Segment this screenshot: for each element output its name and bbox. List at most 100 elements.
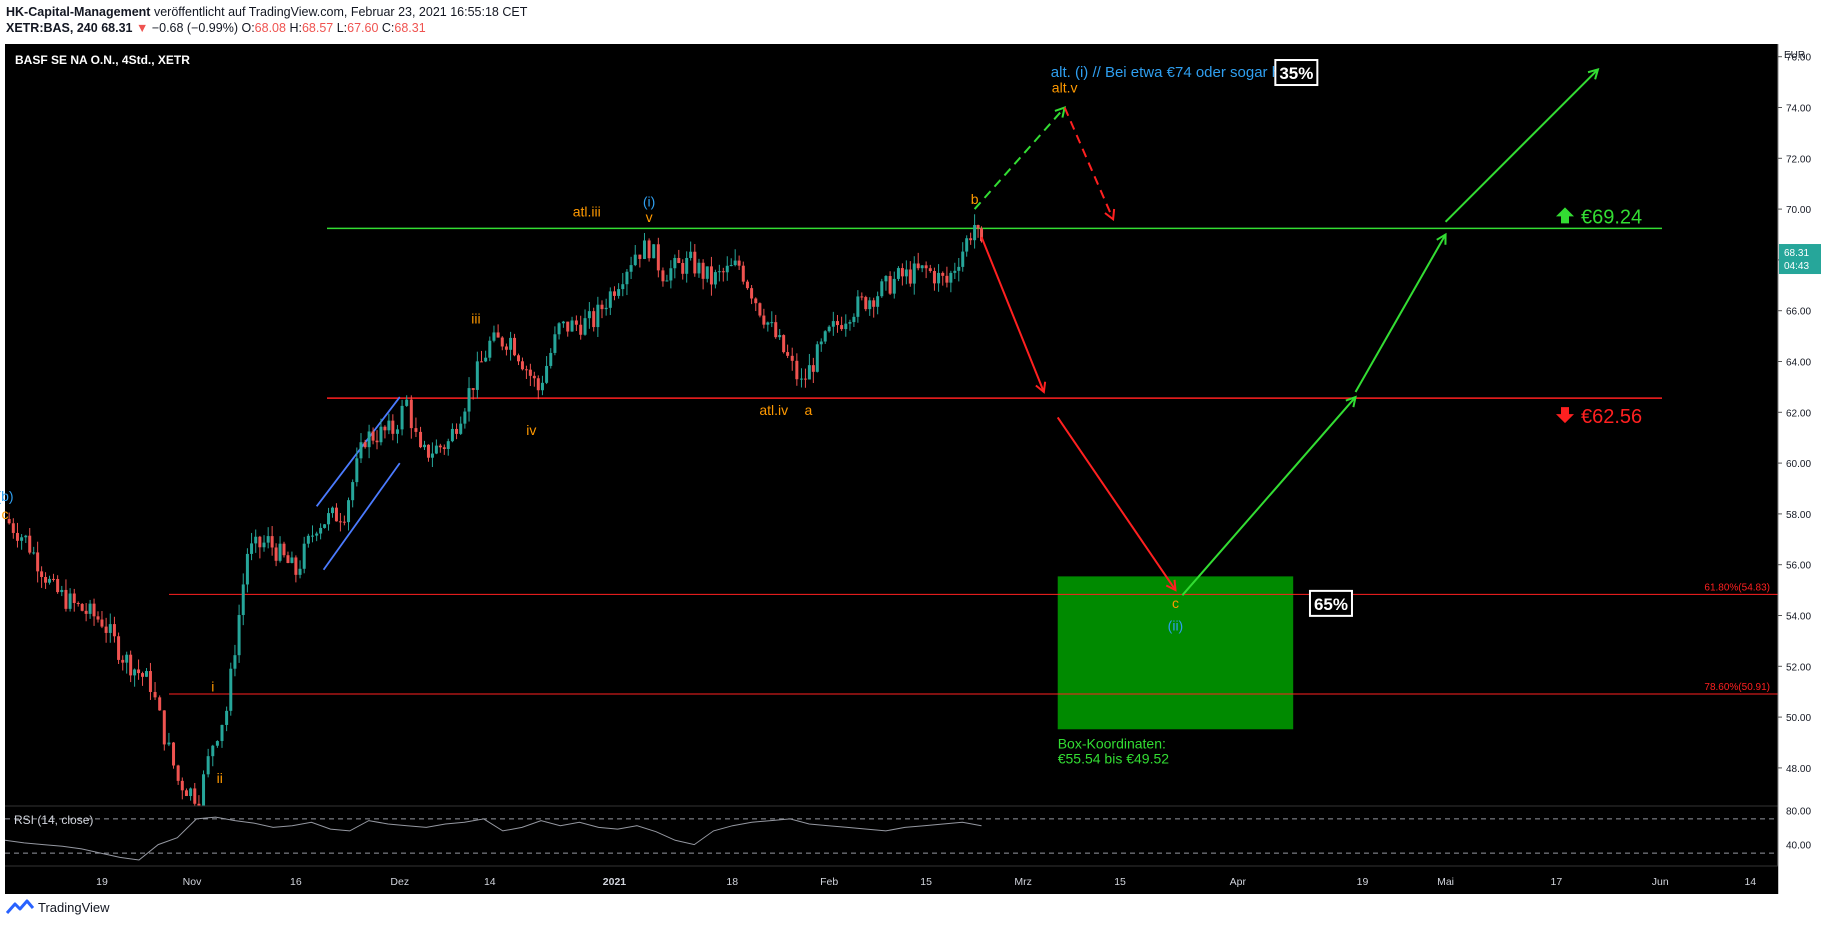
candle-body <box>807 365 811 380</box>
candle-body <box>64 589 68 609</box>
high-label: H: <box>289 21 302 35</box>
wave-label: (ii) <box>1168 618 1184 634</box>
x-tick-label: 16 <box>290 876 302 888</box>
candle-body <box>770 322 774 324</box>
close-value: 68.31 <box>394 21 426 35</box>
candle-body <box>153 691 157 698</box>
candle-body <box>11 523 15 533</box>
change-value: −0.68 (−0.99%) <box>151 21 238 35</box>
candle-body <box>884 276 888 282</box>
candle-body <box>137 669 141 674</box>
candle-body <box>693 251 697 274</box>
candle-body <box>409 399 413 429</box>
candle-body <box>133 669 137 676</box>
candle-body <box>852 316 856 323</box>
candle-body <box>492 332 496 341</box>
candle-body <box>450 428 454 442</box>
chart-header: HK-Capital-Management veröffentlicht auf… <box>6 4 527 36</box>
candle-body <box>536 378 540 391</box>
candle-body <box>206 756 210 775</box>
annotation-text: alt. (i) // Bei etwa €74 oder sogar höhe… <box>1051 64 1310 81</box>
x-tick-label: 14 <box>484 876 496 888</box>
candle-body <box>976 225 980 229</box>
candle-body <box>68 593 72 609</box>
wave-label: atl.iii <box>573 204 601 220</box>
publisher-line: HK-Capital-Management veröffentlicht auf… <box>6 4 527 20</box>
candle-body <box>92 603 96 617</box>
x-tick-label: 17 <box>1551 876 1563 888</box>
candle-body <box>496 332 500 338</box>
candle-body <box>88 603 92 614</box>
candle-body <box>245 553 249 585</box>
candle-body <box>957 266 961 271</box>
candle-body <box>327 513 331 525</box>
candle-body <box>717 271 721 273</box>
candle-body <box>937 272 941 284</box>
chart-canvas[interactable]: Box-Koordinaten:€55.54 bis €49.52 €69.24… <box>0 0 1828 900</box>
publisher-name[interactable]: HK-Capital-Management <box>6 5 151 19</box>
arrows-group <box>973 69 1598 596</box>
arrow-down-icon <box>1556 407 1574 424</box>
rsi-line <box>4 816 982 861</box>
channel-group <box>315 396 401 571</box>
x-tick-label: Nov <box>183 876 202 888</box>
wave-label: (i) <box>643 194 655 210</box>
wave-label: c <box>2 506 9 522</box>
candle-body <box>141 673 145 677</box>
candle-body <box>621 284 625 290</box>
y-tick-label: 48.00 <box>1786 764 1811 775</box>
candle-body <box>383 426 387 431</box>
candle-body <box>24 535 28 538</box>
tradingview-logo-icon <box>6 899 34 914</box>
candle-body <box>400 405 404 430</box>
candle-body <box>262 542 266 548</box>
last-price-badge <box>1779 244 1821 275</box>
candle-body <box>709 266 713 285</box>
candle-body <box>467 388 471 412</box>
candle-body <box>932 271 936 284</box>
candle-body <box>80 604 84 611</box>
x-tick-label: 15 <box>920 876 932 888</box>
candle-body <box>278 543 282 561</box>
candle-body <box>509 337 513 350</box>
candle-body <box>395 429 399 434</box>
candle-body <box>96 616 100 620</box>
labels-group: (b)ciiiiiiivatl.iii(i)vatl.ivabalt.vc(ii… <box>0 59 1353 786</box>
y-tick-label: 56.00 <box>1786 561 1811 572</box>
y-tick-label: 66.00 <box>1786 307 1811 318</box>
candle-body <box>916 263 920 269</box>
candle-body <box>258 536 262 548</box>
candle-body <box>697 262 701 274</box>
candle-body <box>363 442 367 448</box>
candle-body <box>211 745 215 757</box>
candle-body <box>892 278 896 294</box>
candle-body <box>880 281 884 297</box>
wave-label: i <box>211 679 214 695</box>
candle-body <box>32 552 36 554</box>
target-box <box>1057 576 1294 730</box>
candle-body <box>430 453 434 458</box>
candle-body <box>347 500 351 523</box>
forecast-arrow <box>1056 416 1176 590</box>
candle-body <box>823 331 827 342</box>
candle-body <box>540 382 544 391</box>
candle-body <box>980 228 984 242</box>
candle-body <box>729 265 733 267</box>
candle-body <box>904 269 908 277</box>
candle-body <box>282 543 286 556</box>
candle-body <box>215 741 219 746</box>
symbol-label[interactable]: XETR:BAS, 240 <box>6 21 98 35</box>
y-tick-label: 60.00 <box>1786 459 1811 470</box>
candle-body <box>754 298 758 304</box>
brand-label[interactable]: TradingView <box>38 899 110 915</box>
candle-body <box>673 257 677 269</box>
candle-body <box>600 304 604 310</box>
candle-body <box>446 441 450 449</box>
candle-body <box>896 268 900 279</box>
currency-label: EUR <box>1784 50 1805 61</box>
x-tick-label: Jun <box>1652 876 1669 888</box>
candle-body <box>158 697 162 711</box>
candle-body <box>455 428 459 434</box>
candle-body <box>592 311 596 328</box>
candle-body <box>681 263 685 274</box>
